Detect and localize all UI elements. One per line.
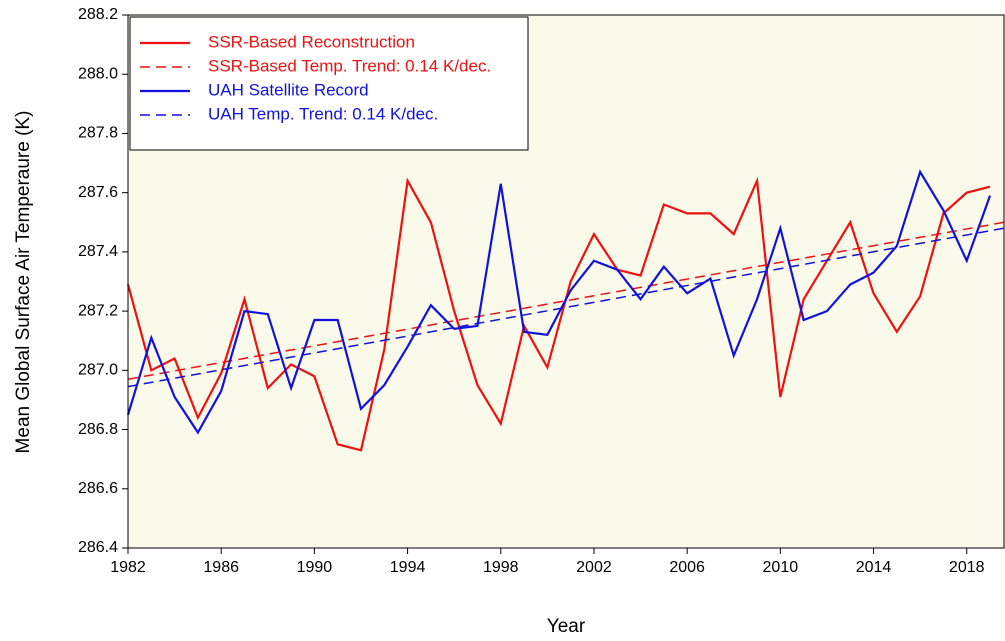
legend: SSR-Based Reconstruction SSR-Based Temp. … — [129, 16, 529, 151]
x-tick-label: 2002 — [576, 559, 612, 576]
x-tick-label: 1998 — [483, 559, 519, 576]
x-tick-label: 1982 — [110, 559, 146, 576]
y-axis-label: Mean Global Surface Air Temperaure (K) — [13, 111, 34, 454]
y-tick-label: 286.8 — [78, 421, 118, 438]
plot-border — [127, 14, 1005, 549]
legend-label: SSR-Based Reconstruction — [208, 32, 415, 51]
data-line — [126, 176, 991, 452]
trend-line — [127, 227, 1005, 388]
legend-label: UAH Satellite Record — [208, 80, 369, 99]
x-tick-label: 2006 — [669, 559, 705, 576]
y-tick-label: 286.6 — [78, 480, 118, 497]
y-tick-label: 288.2 — [78, 6, 118, 23]
trend-line — [127, 221, 1005, 380]
legend-label: UAH Temp. Trend: 0.14 K/dec. — [208, 104, 438, 123]
x-tick-label: 1986 — [203, 559, 239, 576]
x-tick-label: 1990 — [297, 559, 333, 576]
x-tick-label: 2014 — [856, 559, 892, 576]
y-tick-label: 287.0 — [78, 362, 118, 379]
data-line — [126, 169, 992, 435]
y-tick-label: 286.4 — [78, 539, 118, 556]
y-tick-label: 287.8 — [78, 125, 118, 142]
y-tick-label: 287.4 — [78, 243, 118, 260]
legend-box — [129, 16, 529, 151]
x-tick-label: 2018 — [949, 559, 985, 576]
legend-label: SSR-Based Temp. Trend: 0.14 K/dec. — [208, 56, 491, 75]
y-tick-label: 288.0 — [78, 65, 118, 82]
y-tick-label: 287.6 — [78, 184, 118, 201]
x-tick-label: 1994 — [390, 559, 426, 576]
y-tick-label: 287.2 — [78, 302, 118, 319]
x-axis-label: Year — [547, 616, 586, 637]
x-tick-label: 2010 — [763, 559, 799, 576]
